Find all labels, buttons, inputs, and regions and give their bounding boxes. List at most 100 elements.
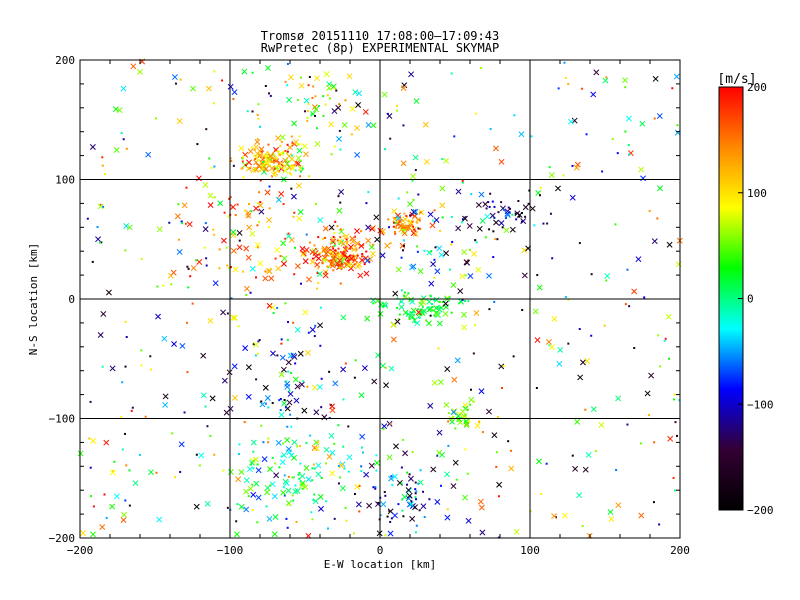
- data-point-dot: [333, 87, 336, 90]
- data-point-dot: [436, 306, 439, 309]
- data-point-dot: [354, 359, 357, 362]
- data-point-x: [431, 379, 438, 386]
- data-point-x: [241, 68, 248, 75]
- x-tick-labels: −200 −100 0 100 200: [67, 544, 690, 557]
- data-point-dot: [290, 187, 293, 190]
- data-point-dot: [264, 84, 267, 87]
- data-point-dot: [415, 498, 418, 501]
- data-point-dot: [251, 483, 254, 486]
- data-point-x: [551, 315, 558, 322]
- data-point-dot: [564, 296, 567, 299]
- data-point-dot: [195, 453, 198, 456]
- data-point-x: [434, 498, 441, 505]
- data-point-dot: [433, 314, 436, 317]
- data-point-x: [430, 261, 437, 268]
- data-point-dot: [333, 442, 336, 445]
- data-point-dot: [88, 437, 91, 440]
- data-point-dot: [227, 267, 230, 270]
- data-point-dot: [412, 311, 415, 314]
- data-point-x: [452, 459, 459, 466]
- data-point-x: [426, 320, 432, 327]
- data-point-dot: [349, 247, 352, 250]
- data-point-dot: [301, 167, 304, 170]
- data-point-dot: [283, 474, 286, 477]
- data-point-x: [266, 268, 273, 275]
- data-point-dot: [222, 469, 225, 472]
- data-point-x: [390, 336, 397, 343]
- data-point-dot: [271, 456, 274, 459]
- data-point-dot: [362, 244, 365, 247]
- data-point-x: [275, 265, 282, 272]
- data-point-x: [220, 237, 227, 244]
- data-point-dot: [530, 135, 533, 138]
- data-point-dot: [322, 114, 325, 117]
- data-point-x: [264, 189, 271, 196]
- data-point-dot: [120, 132, 123, 135]
- data-point-dot: [402, 228, 405, 231]
- data-point-x: [286, 399, 293, 406]
- data-point-dot: [105, 516, 108, 519]
- data-point-x: [585, 451, 592, 458]
- data-point-dot: [388, 226, 391, 229]
- data-point-dot: [226, 312, 229, 315]
- data-point-dot: [309, 434, 312, 437]
- data-point-dot: [392, 225, 395, 228]
- data-point-x: [269, 481, 276, 488]
- data-point-x: [288, 74, 294, 81]
- data-point-x: [323, 250, 330, 257]
- data-point-dot: [408, 473, 411, 476]
- data-point-x: [498, 158, 505, 165]
- data-point-x: [278, 191, 285, 197]
- data-point-dot: [337, 464, 340, 467]
- data-point-dot: [428, 498, 431, 501]
- data-point-x: [437, 379, 444, 386]
- data-point-x: [109, 503, 116, 510]
- y-axis-label: N-S location [km]: [27, 243, 40, 356]
- data-point-x: [498, 220, 505, 227]
- data-point-dot: [327, 527, 330, 530]
- data-point-dot: [512, 355, 515, 358]
- data-point-x: [245, 254, 252, 261]
- data-point-dot: [507, 206, 510, 209]
- data-point-dot: [257, 117, 260, 120]
- data-point-dot: [405, 483, 408, 486]
- data-point-x: [257, 260, 264, 267]
- data-point-dot: [294, 484, 297, 487]
- data-point-dot: [295, 520, 298, 523]
- data-point-x: [329, 470, 336, 477]
- data-point-x: [315, 255, 322, 262]
- data-point-dot: [259, 201, 262, 204]
- data-point-x: [454, 357, 461, 364]
- data-point-dot: [344, 99, 347, 102]
- data-point-dot: [317, 105, 320, 108]
- data-point-dot: [401, 249, 404, 252]
- data-point-x: [381, 91, 388, 98]
- data-point-x: [336, 207, 343, 214]
- data-point-x: [267, 153, 274, 160]
- data-point-x: [415, 309, 422, 316]
- data-point-dot: [144, 415, 147, 418]
- data-point-dot: [276, 150, 279, 153]
- data-point-dot: [252, 450, 255, 453]
- data-point-x: [478, 388, 485, 395]
- data-point-x: [433, 305, 440, 312]
- data-point-x: [433, 296, 440, 303]
- data-point-x: [282, 167, 289, 174]
- data-point-dot: [653, 117, 656, 120]
- data-point-x: [311, 248, 318, 254]
- data-point-dot: [408, 317, 411, 320]
- data-point-dot: [431, 305, 434, 308]
- data-point-dot: [333, 145, 336, 148]
- data-point-dot: [346, 242, 349, 245]
- data-point-dot: [310, 113, 313, 116]
- data-point-x: [285, 487, 292, 494]
- data-point-dot: [548, 344, 551, 347]
- data-point-dot: [291, 494, 294, 497]
- data-point-dot: [209, 434, 212, 437]
- data-point-dot: [469, 403, 472, 406]
- data-point-dot: [328, 370, 331, 373]
- data-point-dot: [514, 212, 517, 215]
- data-point-dot: [418, 509, 421, 512]
- data-point-dot: [307, 103, 310, 106]
- data-point-x: [574, 418, 581, 425]
